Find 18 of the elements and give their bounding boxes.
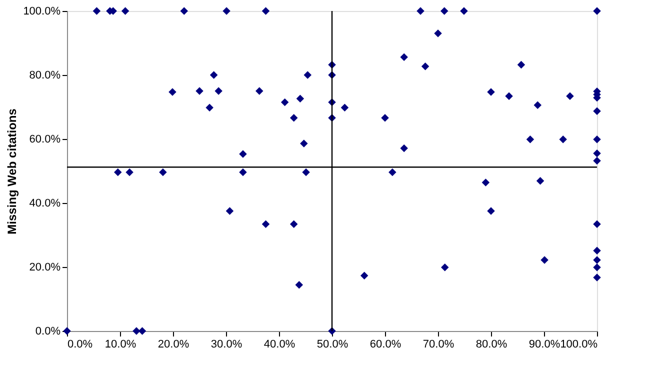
x-tick-label: 60.0% [370,338,402,350]
y-tick-label: 60.0% [29,134,61,146]
x-tick-label: 80.0% [476,338,508,350]
x-tick-label: 10.0% [104,338,136,350]
y-axis-title: Missing Web citations [5,108,20,234]
y-tick-label: 80.0% [29,70,61,82]
y-tick-label: 20.0% [29,262,61,274]
x-tick-label: 50.0% [316,338,348,350]
y-tick-label: 40.0% [29,198,61,210]
x-tick-label: 90.0% [528,338,560,350]
x-tick-label: 40.0% [264,338,296,350]
y-tick-label: 100.0% [23,6,61,18]
x-tick-label: 30.0% [210,338,242,350]
x-tick-label: 100.0% [560,338,598,350]
x-tick-label: 70.0% [422,338,454,350]
y-tick-label: 0.0% [35,326,61,338]
x-tick-label: 0.0% [68,338,93,350]
x-tick-label: 20.0% [158,338,190,350]
